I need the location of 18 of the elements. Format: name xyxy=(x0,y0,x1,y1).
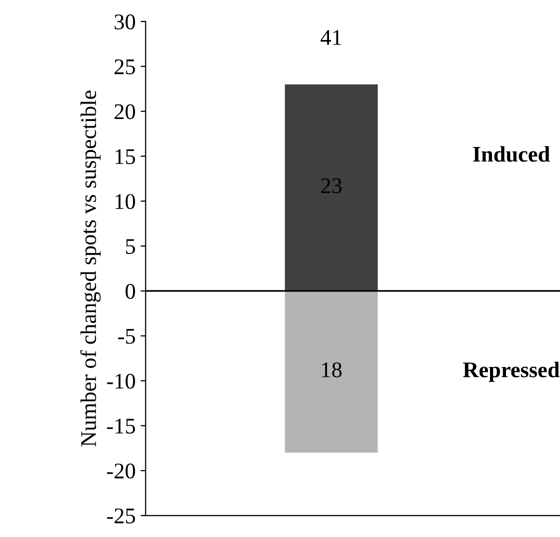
y-tick-label: 15 xyxy=(116,149,136,164)
y-tick-label: 25 xyxy=(114,59,136,74)
y-tick-label: -15 xyxy=(107,418,136,434)
y-axis-title: Number of changed spots vs suspectible xyxy=(80,90,101,447)
y-tick-label: 5 xyxy=(126,239,136,254)
y-tick-label: -25 xyxy=(107,508,136,524)
annotation: Repressed xyxy=(463,362,560,382)
y-tick-label: -20 xyxy=(107,464,136,479)
y-tick-label: 0 xyxy=(126,284,136,299)
y-tick-label: -10 xyxy=(107,374,136,389)
y-tick-label: 20 xyxy=(114,104,136,120)
y-tick-label: -5 xyxy=(118,329,136,344)
annotation: Induced xyxy=(473,146,550,162)
data-label: 23 xyxy=(321,178,342,194)
y-tick-label: 30 xyxy=(114,14,136,30)
y-tick-label: 10 xyxy=(116,194,136,210)
annotation: 18 xyxy=(322,362,342,378)
annotation: 41 xyxy=(320,30,342,45)
